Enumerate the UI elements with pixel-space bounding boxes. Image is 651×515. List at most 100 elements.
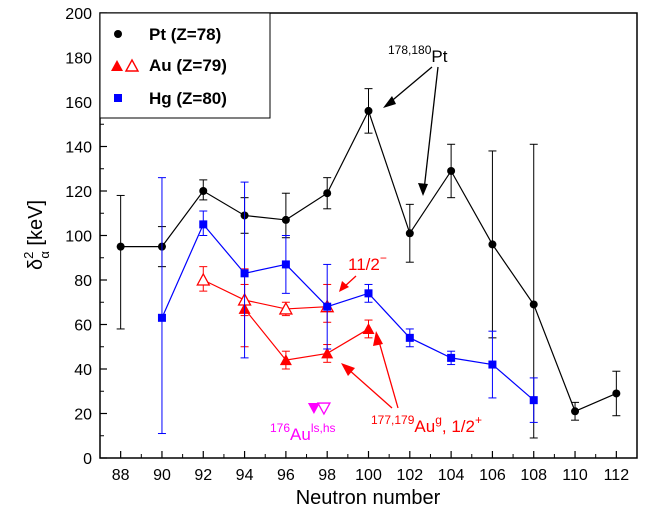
y-tick-label: 100 — [65, 229, 92, 246]
y-axis-title-unit: [keV] — [25, 200, 47, 251]
x-tick-label: 96 — [277, 467, 295, 484]
x-axis-title: Neutron number — [296, 487, 441, 509]
series-2-point — [278, 301, 293, 315]
series-3 — [157, 177, 538, 435]
series-1-point — [321, 347, 334, 359]
y-axis-ticks: 0 20 40 60 80 100 120 140 160 180 200 — [65, 6, 107, 468]
x-axis-ticks: 88 90 92 94 96 98 100 102 104 106 108 110 112 — [112, 451, 629, 484]
x-tick-label: 98 — [318, 467, 336, 484]
y-axis-title-sub: α — [37, 251, 52, 259]
y-tick-label: 0 — [83, 451, 92, 468]
y-axis-title-sup: 2 — [21, 252, 36, 259]
series-1 — [238, 268, 375, 370]
legend-label-au: Au (Z=79) — [149, 56, 227, 75]
annotation-au-half-minus-main: 11/2 — [348, 255, 380, 274]
annotation-au-half-plus-sup2: g — [435, 413, 442, 427]
series-0-point — [571, 407, 580, 416]
series-4 — [307, 402, 332, 416]
series-1-point — [362, 322, 375, 334]
annotation-pt-label: 178,180Pt — [388, 43, 448, 66]
annotation-au-half-minus: 11/2− — [339, 251, 387, 292]
legend: Pt (Z=78) Au (Z=79) Hg (Z=80) — [99, 12, 271, 119]
annotation-pt-sup: 178,180 — [388, 43, 432, 57]
annotation-au176-label: 176Auls,hs — [270, 421, 336, 444]
x-tick-label: 112 — [604, 467, 630, 484]
annotation-au-half-plus-main: Au — [414, 417, 435, 436]
annotation-au176: 176Auls,hs — [270, 421, 336, 444]
y-tick-label: 80 — [74, 273, 92, 290]
annotation-pt-arrowhead-2 — [418, 183, 428, 196]
series-2-point — [196, 272, 211, 286]
y-axis-title-main: δ — [25, 259, 47, 270]
series-layer — [116, 88, 621, 439]
series-1-line — [244, 308, 369, 361]
series-0-point — [529, 300, 538, 309]
annotation-au-half-minus-label: 11/2− — [348, 251, 387, 274]
series-0-point — [447, 166, 456, 175]
annotation-au-half-plus-sup: 177,179 — [371, 413, 415, 427]
y-tick-label: 200 — [65, 6, 92, 23]
series-3-line — [161, 223, 535, 401]
series-3-point — [405, 333, 414, 342]
series-3-point — [157, 313, 166, 322]
y-tick-label: 140 — [65, 140, 92, 157]
series-0-point — [116, 242, 125, 251]
series-3-point — [281, 260, 290, 269]
annotation-pt-arrow-1 — [387, 66, 433, 105]
annotation-au-half-plus-arrowhead-2 — [373, 331, 383, 346]
x-tick-label: 90 — [153, 467, 171, 484]
y-axis-title: δ2α [keV] — [21, 200, 52, 270]
annotation-au-half-plus-arrow-2 — [377, 337, 399, 409]
x-tick-label: 110 — [562, 467, 588, 484]
series-0-point — [612, 389, 621, 398]
series-4-point — [307, 403, 320, 415]
series-0-point — [364, 106, 373, 115]
series-0-point — [405, 229, 414, 238]
series-0-point — [488, 240, 497, 249]
annotation-au176-sup2: ls,hs — [311, 421, 336, 435]
annotation-au-half-plus-arrow-1 — [347, 368, 393, 409]
x-tick-label: 100 — [355, 467, 382, 484]
x-tick-label: 88 — [112, 467, 130, 484]
series-3-point — [447, 353, 456, 362]
series-3-point — [529, 396, 538, 405]
series-3-point — [199, 220, 208, 229]
annotation-au176-sup: 176 — [270, 421, 290, 435]
series-3-point — [240, 269, 249, 278]
x-tick-label: 104 — [438, 467, 465, 484]
legend-marker-pt — [114, 30, 122, 38]
series-0-point — [323, 189, 332, 198]
legend-marker-hg — [114, 94, 122, 102]
annotation-au-half-minus-arrowhead — [339, 281, 349, 292]
annotation-pt: 178,180Pt — [383, 43, 448, 196]
x-tick-label: 102 — [396, 467, 423, 484]
series-4-point-open — [316, 402, 332, 416]
annotation-pt-arrow-2 — [423, 66, 439, 191]
annotation-au-half-plus-arrowhead-1 — [341, 363, 355, 376]
series-0-point — [281, 215, 290, 224]
annotation-pt-main: Pt — [431, 47, 447, 66]
series-1-point — [279, 354, 292, 366]
annotation-au-half-plus-label: 177,179Aug, 1/2+ — [371, 413, 482, 436]
y-tick-label: 180 — [65, 51, 92, 68]
series-3-point — [364, 289, 373, 298]
series-0-point — [199, 187, 208, 195]
legend-label-hg: Hg (Z=80) — [149, 89, 227, 108]
series-2-line — [203, 279, 328, 310]
legend-marker-au-open — [124, 58, 140, 72]
legend-marker-au-filled — [111, 60, 123, 71]
annotation-au-half-plus: 177,179Aug, 1/2+ — [341, 331, 482, 436]
series-3-point — [323, 302, 332, 311]
y-tick-label: 160 — [65, 95, 92, 112]
x-tick-label: 106 — [479, 467, 506, 484]
legend-label-pt: Pt (Z=78) — [149, 25, 221, 44]
x-tick-label: 92 — [194, 467, 212, 484]
y-tick-label: 40 — [74, 362, 92, 379]
x-tick-label: 108 — [520, 467, 547, 484]
annotation-pt-arrowhead-1 — [383, 96, 396, 108]
y-tick-label: 20 — [74, 407, 92, 424]
annotation-au176-main: Au — [290, 425, 311, 444]
annotation-au-half-minus-sup: − — [380, 251, 387, 265]
y-tick-label: 60 — [74, 318, 92, 335]
